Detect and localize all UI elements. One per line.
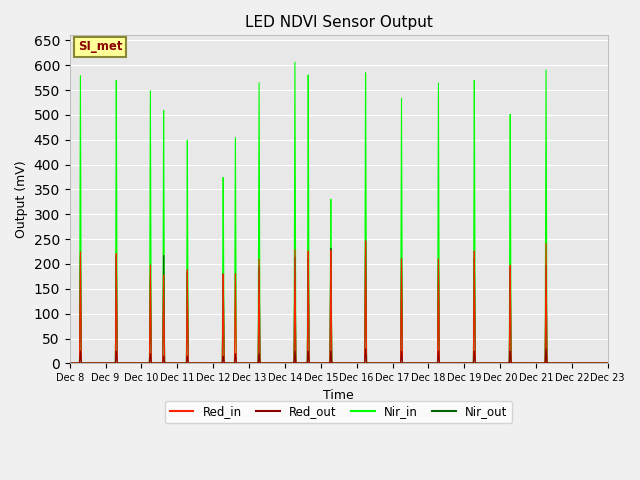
Red_out (93, 360, 100, 366)
Nir_in (93, 360, 100, 366)
Nir_in (384, 360, 392, 366)
Line: Nir_out: Nir_out (70, 241, 608, 363)
Red_out (604, 360, 612, 366)
Red_in (93, 360, 100, 366)
Red_in (604, 360, 612, 366)
Line: Nir_in: Nir_in (70, 62, 608, 363)
Y-axis label: Output (mV): Output (mV) (15, 160, 28, 238)
Nir_in (465, 360, 472, 366)
Red_out (408, 360, 415, 366)
Nir_out (465, 360, 472, 366)
Red_in (408, 360, 415, 366)
Nir_in (291, 59, 299, 65)
Nir_out (408, 360, 415, 366)
Red_out (542, 346, 550, 351)
Nir_in (408, 360, 415, 366)
Red_out (384, 360, 392, 366)
Red_in (260, 360, 268, 366)
Nir_out (66, 360, 74, 366)
Nir_out (93, 360, 100, 366)
Nir_in (604, 360, 612, 366)
Nir_in (66, 360, 74, 366)
Red_in (362, 238, 369, 244)
Nir_in (493, 360, 501, 366)
Red_out (260, 360, 268, 366)
Nir_out (604, 360, 612, 366)
Title: LED NDVI Sensor Output: LED NDVI Sensor Output (244, 15, 433, 30)
Nir_out (260, 360, 268, 366)
Red_in (384, 360, 392, 366)
Text: SI_met: SI_met (77, 40, 122, 53)
X-axis label: Time: Time (323, 389, 354, 402)
Red_in (66, 360, 74, 366)
Line: Red_out: Red_out (70, 348, 608, 363)
Red_out (66, 360, 74, 366)
Nir_out (493, 360, 501, 366)
Line: Red_in: Red_in (70, 241, 608, 363)
Red_in (465, 360, 472, 366)
Nir_in (260, 360, 268, 366)
Legend: Red_in, Red_out, Nir_in, Nir_out: Red_in, Red_out, Nir_in, Nir_out (165, 401, 512, 423)
Nir_out (384, 360, 392, 366)
Red_out (493, 360, 501, 366)
Red_out (465, 360, 472, 366)
Red_in (493, 360, 501, 366)
Nir_out (362, 238, 369, 244)
